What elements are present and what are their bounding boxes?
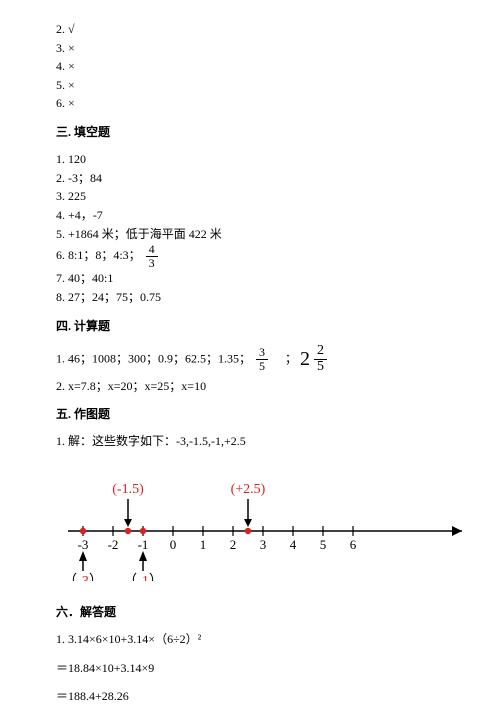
svg-text:5: 5 [320,537,327,552]
svg-text:（-1）: （-1） [123,573,163,581]
fill-6-frac-num: 4 [146,243,158,257]
fill-4: 4. +4，-7 [56,206,460,225]
fill-1: 1. 120 [56,150,460,169]
solve-1: 1. 3.14×6×10+3.14×（6÷2）² [56,630,460,649]
fill-7: 7. 40；40:1 [56,269,460,288]
fill-6-frac: 4 3 [146,243,158,269]
fill-2: 2. -3；84 [56,169,460,188]
svg-text:（-3）: （-3） [63,573,103,581]
number-line-figure: -3 -2 -1 0 1 2 3 4 5 6 (-1.5) (+2.5) （-3） （-1） [56,461,460,585]
fill-3: 3. 225 [56,187,460,206]
calc-1-mixed: 2 2 5 [300,344,329,375]
tf-answer-6: 6. × [56,94,460,113]
fill-6-frac-den: 3 [146,257,158,270]
svg-text:3: 3 [260,537,267,552]
tf-answer-2: 2. √ [56,20,460,39]
section-4-heading: 四. 计算题 [56,317,460,336]
fill-6-pre: 6. 8:1；8；4:3； [56,248,141,262]
calc-1-mixed-whole: 2 [300,344,310,375]
calc-1-sep: ； [273,351,297,365]
svg-text:0: 0 [170,537,177,552]
calc-2: 2. x=7.8；x=20；x=25；x=10 [56,377,460,396]
tf-answer-5: 5. × [56,76,460,95]
svg-text:2: 2 [230,537,237,552]
svg-text:(+2.5): (+2.5) [231,482,266,497]
tf-answer-4: 4. × [56,57,460,76]
draw-1: 1. 解：这些数字如下：-3,-1.5,-1,+2.5 [56,432,460,451]
svg-text:-2: -2 [108,537,119,552]
calc-1-frac: 3 5 [256,346,268,372]
fill-5: 5. +1864 米；低于海平面 422 米 [56,225,460,244]
solve-3: ＝188.4+28.26 [56,687,460,706]
page: 2. √ 3. × 4. × 5. × 6. × 三. 填空题 1. 120 2… [0,0,500,708]
section-5-heading: 五. 作图题 [56,405,460,424]
svg-text:-1: -1 [138,537,149,552]
fill-8: 8. 27；24；75；0.75 [56,288,460,307]
tf-answer-3: 3. × [56,39,460,58]
calc-1-mixed-num: 2 [314,344,327,360]
calc-1: 1. 46；1008；300；0.9；62.5；1.35； 3 5 ； 2 2 … [56,344,460,375]
calc-1-frac-num: 3 [256,346,268,360]
number-line-svg: -3 -2 -1 0 1 2 3 4 5 6 (-1.5) (+2.5) （-3） （-1） [56,461,476,581]
section-3-heading: 三. 填空题 [56,123,460,142]
solve-2: ＝18.84×10+3.14×9 [56,659,460,678]
calc-1-pre: 1. 46；1008；300；0.9；62.5；1.35； [56,351,251,365]
svg-text:(-1.5): (-1.5) [112,482,144,497]
calc-1-frac-den: 5 [256,360,268,373]
svg-text:-3: -3 [78,537,89,552]
svg-text:1: 1 [200,537,207,552]
svg-text:6: 6 [350,537,357,552]
svg-text:4: 4 [290,537,297,552]
calc-1-mixed-den: 5 [314,360,327,375]
section-6-heading: 六．解答题 [56,603,460,622]
calc-1-mixed-frac: 2 5 [314,344,327,374]
fill-6: 6. 8:1；8；4:3； 4 3 [56,243,460,269]
